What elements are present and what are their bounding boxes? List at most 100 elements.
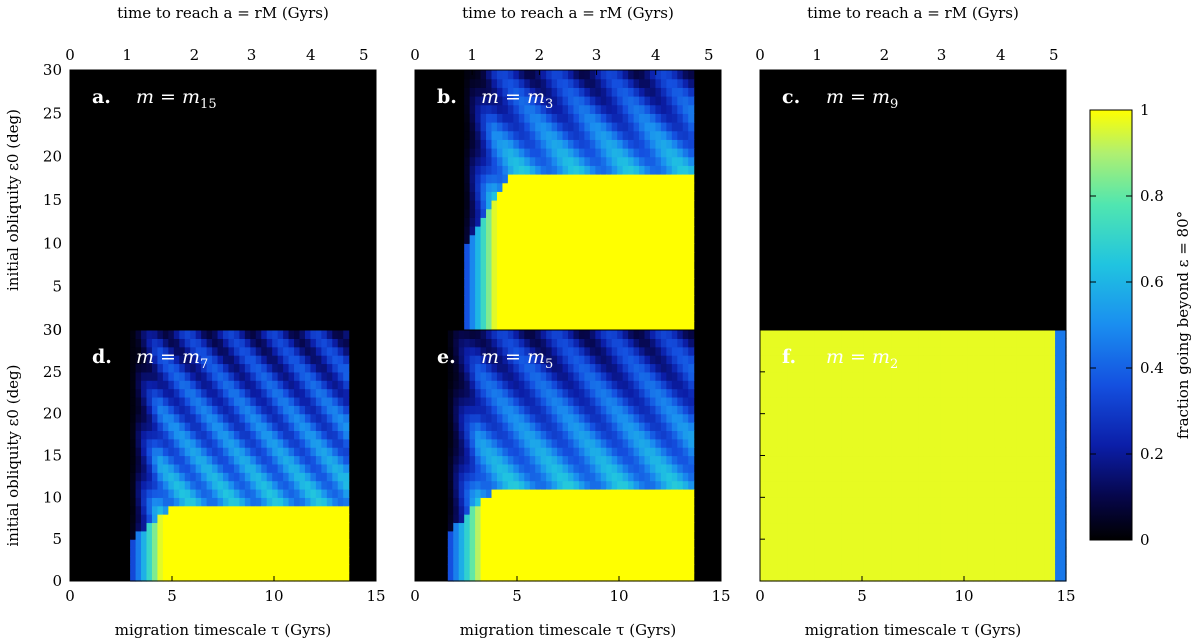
heatmap-cell <box>551 438 558 448</box>
heatmap-cell <box>507 539 514 549</box>
heatmap-cell <box>573 488 580 498</box>
heatmap-cell <box>223 447 230 457</box>
heatmap-cell <box>469 422 476 431</box>
heatmap-cell <box>540 130 547 140</box>
heatmap-cell <box>557 539 564 549</box>
heatmap-cell <box>611 338 618 348</box>
heatmap-cell <box>639 113 646 123</box>
heatmap-cell <box>513 522 520 532</box>
heatmap-cell <box>294 330 301 339</box>
heatmap-cell <box>464 522 471 532</box>
heatmap-cell <box>486 455 493 465</box>
heatmap-cell <box>491 488 498 498</box>
heatmap-cell <box>639 243 646 253</box>
heatmap-cell <box>184 530 191 540</box>
heatmap-cell <box>453 388 460 398</box>
heatmap-cell <box>611 380 618 390</box>
heatmap-cell <box>595 70 602 80</box>
heatmap-cell <box>288 430 295 440</box>
heatmap-cell <box>518 182 525 192</box>
heatmap-cell <box>277 480 284 490</box>
heatmap-cell <box>299 338 306 348</box>
heatmap-cell <box>660 87 667 97</box>
heatmap-cell <box>831 388 838 398</box>
heatmap-cell <box>458 396 465 406</box>
heatmap-cell <box>666 363 673 373</box>
heatmap-cell <box>546 447 553 457</box>
heatmap-cell <box>201 547 208 557</box>
heatmap-cell <box>896 488 903 498</box>
heatmap-cell <box>649 346 657 356</box>
heatmap-cell <box>847 430 854 440</box>
heatmap-cell <box>649 505 657 515</box>
heatmap-cell <box>343 564 350 574</box>
heatmap-cell <box>611 514 618 524</box>
heatmap-cell <box>798 355 805 365</box>
heatmap-cell <box>277 388 284 398</box>
heatmap-cell <box>464 243 471 253</box>
heatmap-cell <box>283 363 290 373</box>
heatmap-cell <box>940 472 947 482</box>
heatmap-cell <box>655 312 662 322</box>
heatmap-cell <box>770 514 777 524</box>
heatmap-cell <box>787 514 794 524</box>
heatmap-cell <box>157 380 164 390</box>
heatmap-cell <box>573 547 580 557</box>
heatmap-cell <box>885 430 892 440</box>
heatmap-cell <box>551 422 558 431</box>
heatmap-cell <box>568 122 575 132</box>
heatmap-cell <box>557 505 564 515</box>
heatmap-cell <box>595 380 602 390</box>
heatmap-cell <box>644 87 651 97</box>
heatmap-cell <box>929 463 936 473</box>
heatmap-cell <box>458 338 465 348</box>
heatmap-cell <box>343 396 350 406</box>
heatmap-cell <box>337 497 344 507</box>
heatmap-cell <box>682 514 689 524</box>
heatmap-cell <box>239 396 246 406</box>
heatmap-cell <box>480 243 487 253</box>
heatmap-cell <box>639 522 646 532</box>
heatmap-cell <box>633 122 640 132</box>
heatmap-cell <box>507 104 514 114</box>
heatmap-cell <box>277 405 284 415</box>
heatmap-cell <box>760 396 767 406</box>
heatmap-cell <box>831 505 838 515</box>
heatmap-cell <box>266 388 273 398</box>
heatmap-cell <box>666 156 673 166</box>
heatmap-cell <box>551 312 558 322</box>
heatmap-cell <box>639 514 646 524</box>
heatmap-cell <box>321 480 328 490</box>
heatmap-cell <box>628 522 635 532</box>
heatmap-cell <box>841 355 849 365</box>
heatmap-cell <box>589 139 596 149</box>
heatmap-cell <box>535 438 542 448</box>
heatmap-cell <box>315 505 322 515</box>
heatmap-cell <box>781 346 788 356</box>
heatmap-cell <box>666 217 673 227</box>
heatmap-cell <box>146 447 153 457</box>
heatmap-cell <box>201 564 208 574</box>
heatmap-cell <box>874 396 881 406</box>
heatmap-cell <box>803 455 810 465</box>
heatmap-cell <box>622 355 629 365</box>
heatmap-cell <box>496 321 504 331</box>
heatmap-cell <box>852 505 859 515</box>
heatmap-cell <box>173 539 180 549</box>
heatmap-cell <box>869 330 876 339</box>
heatmap-cell <box>551 148 558 158</box>
heatmap-cell <box>557 564 564 574</box>
heatmap-cell <box>162 455 169 465</box>
heatmap-cell <box>173 514 180 524</box>
heatmap-cell <box>212 530 219 540</box>
heatmap-cell <box>858 564 865 574</box>
heatmap-cell <box>168 405 175 415</box>
heatmap-cell <box>847 455 854 465</box>
heatmap-cell <box>557 396 564 406</box>
heatmap-cell <box>568 165 575 175</box>
heatmap-cell <box>776 480 783 490</box>
heatmap-cell <box>688 530 695 540</box>
heatmap-cell <box>633 555 640 565</box>
heatmap-cell <box>513 312 520 322</box>
heatmap-cell <box>486 130 493 140</box>
